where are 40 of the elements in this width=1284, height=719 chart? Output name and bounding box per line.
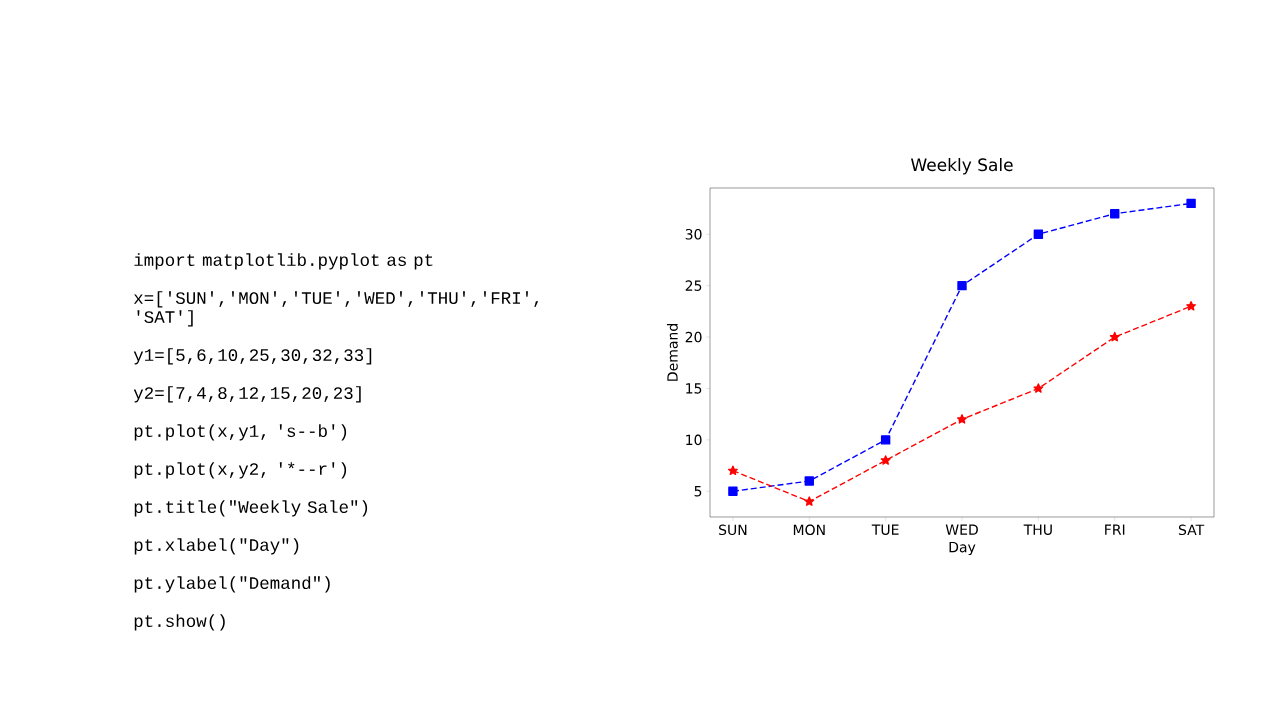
text: x=['SUN','MON','TUE','WED','THU','FRI', 'SAT']	[134, 291, 539, 327]
point	[880, 455, 891, 465]
text: pt.title("Weekly Sale")	[134, 500, 368, 517]
point	[804, 476, 814, 486]
x-tick-label: THU	[1023, 524, 1052, 535]
text: pt.xlabel("Day")	[134, 538, 299, 555]
y-tick-label: 15	[686, 383, 702, 394]
point	[1186, 198, 1196, 209]
y-tick-label: 25	[685, 280, 702, 291]
point	[1109, 331, 1120, 342]
point	[728, 486, 738, 496]
text: y2=[7,4,8,12,15,20,23]	[133, 386, 361, 403]
x-tick-label: TUE	[871, 524, 899, 535]
x-tick-label: MON	[793, 524, 825, 536]
text: import matplotlib.pyplot as pt	[134, 253, 433, 270]
x-axis-title: Day	[949, 541, 976, 556]
point	[957, 280, 967, 291]
point	[957, 414, 967, 424]
text: y1=[5,6,10,25,30,32,33]	[133, 348, 372, 365]
y-tick-label: 5	[694, 486, 702, 497]
y-tick-label: 20	[685, 331, 702, 343]
text: pt.ylabel("Demand")	[134, 576, 330, 593]
point	[1033, 383, 1044, 393]
text: pt.show()	[134, 614, 225, 631]
y-axis-title: Demand	[666, 324, 678, 381]
x-tick-label: SAT	[1178, 524, 1205, 536]
text: pt.plot(x,y1, 's--b')	[134, 424, 347, 441]
x-tick-label: WED	[945, 524, 978, 535]
y-tick-label: 30	[685, 228, 702, 240]
y-tick-label: 10	[686, 434, 702, 446]
x-tick-label: FRI	[1105, 524, 1125, 535]
x-tick-label: SUN	[719, 524, 747, 536]
point	[1033, 229, 1044, 239]
point	[1110, 208, 1120, 219]
text: pt.plot(x,y2, '*--r')	[134, 462, 347, 479]
point	[804, 496, 815, 506]
chart-title: Weekly Sale	[910, 158, 1013, 175]
point	[727, 465, 738, 476]
point	[1186, 301, 1197, 311]
point	[880, 435, 891, 445]
